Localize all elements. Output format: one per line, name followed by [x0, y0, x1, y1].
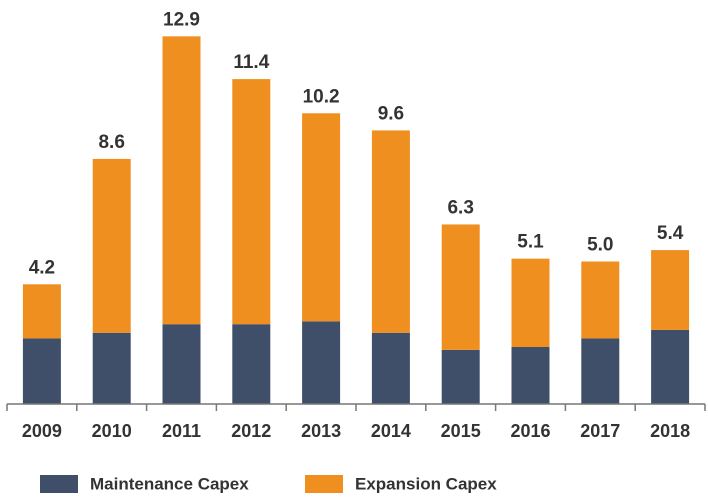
bar-segment: [371, 130, 410, 333]
x-tick-label: 2016: [510, 421, 550, 441]
bar-segment: [22, 338, 61, 404]
total-label: 8.6: [98, 132, 124, 153]
bar-segment: [302, 321, 341, 404]
legend-label: Maintenance Capex: [90, 474, 249, 493]
total-label: 12.9: [163, 9, 200, 30]
bar-segment: [92, 158, 131, 333]
total-label: 11.4: [233, 52, 269, 73]
total-label: 5.4: [657, 223, 684, 244]
bar-segment: [511, 347, 550, 404]
bar-segment: [162, 324, 201, 404]
bar-segment: [92, 332, 131, 404]
bar-segment: [651, 250, 690, 330]
bar-segment: [371, 332, 410, 404]
bar-segment: [302, 113, 341, 322]
legend-label: Expansion Capex: [355, 474, 497, 493]
bar-segment: [441, 224, 480, 350]
bar-segment: [511, 258, 550, 347]
x-tick-label: 2011: [162, 421, 201, 441]
x-tick-label: 2017: [580, 421, 620, 441]
total-label: 5.0: [587, 235, 613, 256]
bar-segment: [581, 338, 620, 404]
bar-segment: [232, 324, 271, 404]
bar-segment: [651, 329, 690, 404]
legend-swatch: [305, 475, 343, 493]
x-tick-label: 2010: [92, 421, 132, 441]
bar-segment: [162, 36, 201, 325]
x-tick-label: 2013: [301, 421, 341, 441]
x-tick-label: 2014: [371, 421, 411, 441]
total-label: 5.1: [517, 232, 544, 253]
x-tick-label: 2018: [650, 421, 690, 441]
bar-segment: [581, 261, 620, 339]
x-tick-label: 2015: [441, 421, 481, 441]
total-label: 10.2: [303, 86, 340, 107]
x-tick-label: 2009: [22, 421, 62, 441]
bar-segment: [232, 79, 271, 325]
x-tick-label: 2012: [231, 421, 271, 441]
total-label: 9.6: [378, 103, 404, 124]
legend-swatch: [40, 475, 78, 493]
total-label: 4.2: [29, 257, 55, 278]
bar-segment: [441, 349, 480, 404]
total-label: 6.3: [447, 197, 473, 218]
bar-segment: [22, 284, 61, 339]
